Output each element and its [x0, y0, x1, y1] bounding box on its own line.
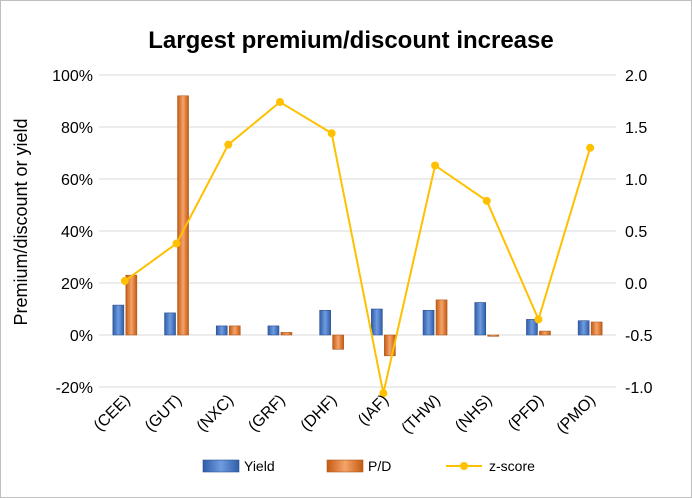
y2-tick-label: 1.0 — [625, 172, 647, 189]
y-tick-label: 100% — [52, 68, 93, 85]
bar-pd — [177, 95, 189, 336]
y-axis-label: Premium/discount or yield — [11, 118, 31, 325]
y2-tick-label: -0.5 — [625, 328, 653, 345]
y2-tick-label: 0.0 — [625, 276, 647, 293]
bar-yield — [577, 320, 590, 336]
z-score-point — [224, 140, 233, 149]
bar-yield — [112, 304, 125, 336]
bar-pd — [228, 325, 241, 336]
bar-yield — [267, 325, 280, 336]
z-score-point — [172, 239, 181, 248]
bar-pd — [435, 299, 448, 336]
z-score-point — [482, 196, 491, 205]
legend-label: Yield — [244, 458, 275, 474]
legend-swatch-pd — [326, 459, 364, 473]
bar-yield — [474, 302, 487, 336]
z-score-point — [586, 143, 595, 152]
y2-tick-label: 0.5 — [625, 224, 647, 241]
y2-tick-label: -1.0 — [625, 380, 653, 397]
y-tick-label: 0% — [70, 328, 93, 345]
legend: Yield P/D z-score — [202, 458, 535, 474]
bar-pd — [590, 321, 603, 336]
bar-pd — [487, 334, 500, 337]
y2-axis-ticks: -1.0 -0.5 0.0 0.5 1.0 1.5 2.0 — [625, 68, 653, 397]
legend-label: z-score — [489, 458, 535, 474]
z-score-point — [431, 161, 440, 170]
bar-yield — [164, 312, 176, 336]
bar-yield — [319, 309, 331, 336]
legend-marker-z-score — [460, 462, 468, 470]
bars — [112, 95, 603, 357]
legend-label: P/D — [368, 458, 391, 474]
legend-swatch-yield — [202, 459, 240, 473]
y-tick-label: -20% — [56, 380, 93, 397]
bar-yield — [215, 325, 228, 336]
bar-pd — [384, 334, 396, 357]
bar-yield — [526, 319, 538, 336]
z-score-point — [120, 276, 129, 285]
y-axis-ticks: -20% 0% 20% 40% 60% 80% 100% — [52, 68, 93, 397]
bar-pd — [280, 332, 293, 336]
bar-pd — [539, 330, 551, 336]
y-tick-label: 40% — [61, 224, 93, 241]
z-score-line — [124, 100, 592, 394]
y2-tick-label: 1.5 — [625, 120, 647, 137]
bar-pd — [332, 334, 344, 350]
bar-yield — [422, 309, 435, 336]
bar-pd — [125, 274, 138, 336]
y-tick-label: 60% — [61, 172, 93, 189]
z-score-point — [534, 315, 543, 324]
z-score-point — [379, 389, 388, 398]
y2-tick-label: 2.0 — [625, 68, 647, 85]
z-score-point — [275, 98, 284, 107]
z-score-line-group — [120, 98, 595, 398]
z-score-point — [327, 129, 336, 138]
bar-yield — [371, 308, 383, 336]
y-tick-label: 20% — [61, 276, 93, 293]
y-tick-label: 80% — [61, 120, 93, 137]
chart-title: Largest premium/discount increase — [148, 27, 553, 54]
